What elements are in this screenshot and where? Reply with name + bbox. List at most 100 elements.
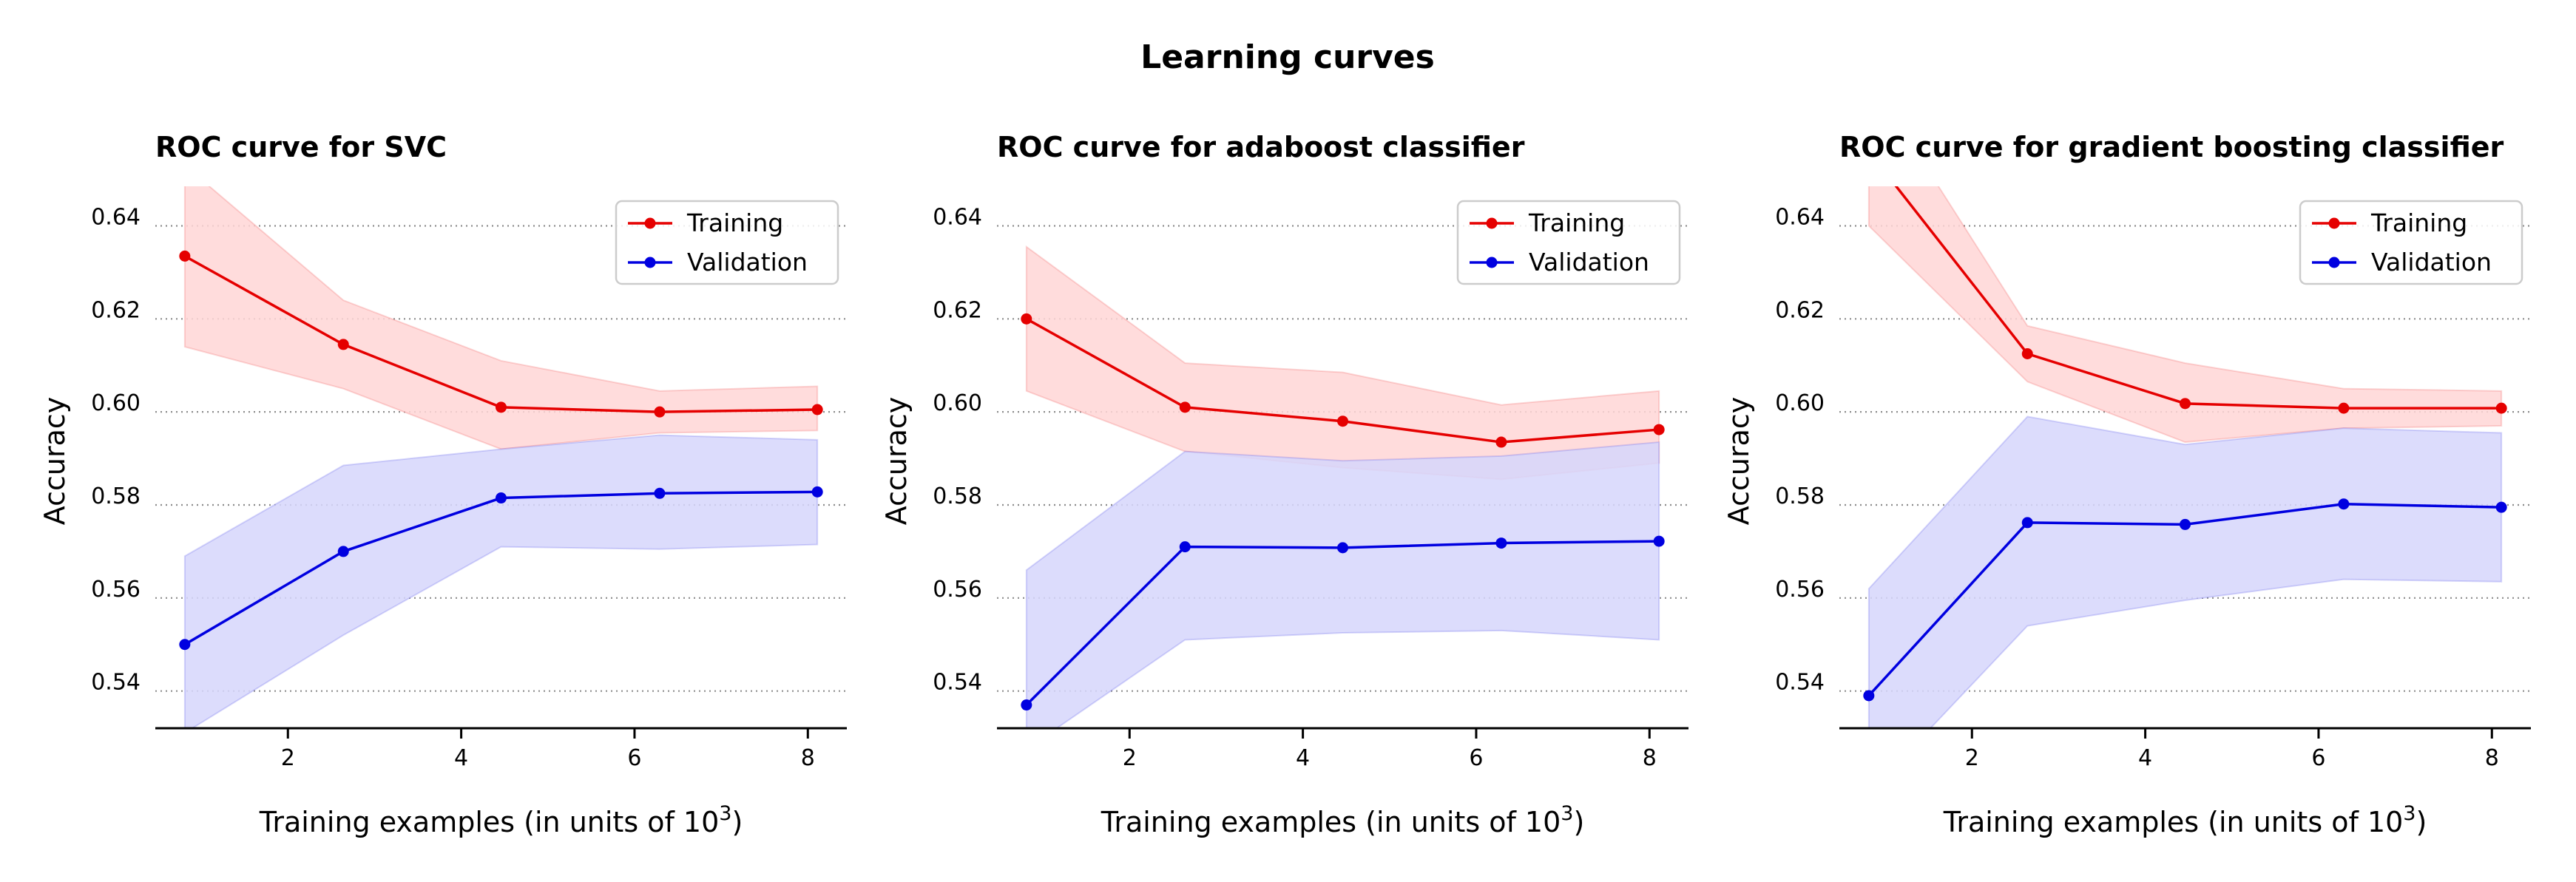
data-point-training bbox=[811, 404, 823, 415]
y-tick-label: 0.64 bbox=[1775, 204, 1825, 230]
x-axis-label-text: Training examples (in units of 10 bbox=[1101, 806, 1561, 838]
legend-label-validation: Validation bbox=[2371, 248, 2492, 277]
x-axis-label-exponent: 3 bbox=[719, 802, 731, 825]
legend-label-validation: Validation bbox=[687, 248, 808, 277]
data-point-validation bbox=[1179, 541, 1191, 553]
legend-label-training: Training bbox=[2370, 208, 2467, 237]
y-tick-label: 0.56 bbox=[1775, 577, 1825, 603]
data-point-validation bbox=[1863, 690, 1875, 702]
confidence-band-training bbox=[1867, 186, 2503, 444]
legend: Training Validation bbox=[615, 200, 839, 285]
y-tick-label: 0.64 bbox=[933, 204, 982, 230]
data-point-training bbox=[1021, 313, 1032, 325]
data-point-validation bbox=[1653, 535, 1665, 547]
x-tick-label: 8 bbox=[2485, 745, 2499, 771]
data-point-training bbox=[496, 401, 507, 413]
legend: Training Validation bbox=[2299, 200, 2523, 285]
y-tick-label: 0.58 bbox=[91, 484, 141, 509]
data-point-validation bbox=[2021, 517, 2033, 529]
legend-marker-training bbox=[644, 217, 656, 229]
x-axis-label-suffix: ) bbox=[731, 806, 743, 838]
y-tick-label: 0.60 bbox=[1775, 390, 1825, 416]
data-point-training bbox=[2495, 402, 2507, 414]
chart-title: ROC curve for gradient boosting classifi… bbox=[1839, 131, 2504, 163]
legend-marker-validation bbox=[1486, 257, 1498, 268]
confidence-band-training bbox=[183, 186, 819, 450]
x-tick-label: 8 bbox=[801, 745, 815, 771]
x-tick-label: 4 bbox=[1296, 745, 1310, 771]
data-point-training bbox=[654, 406, 666, 418]
data-point-validation bbox=[337, 546, 349, 557]
data-point-validation bbox=[811, 486, 823, 498]
y-tick-label: 0.56 bbox=[933, 577, 982, 603]
data-point-validation bbox=[2338, 498, 2350, 510]
confidence-band-validation bbox=[1867, 415, 2503, 728]
x-tick-label: 4 bbox=[2138, 745, 2152, 771]
data-point-validation bbox=[496, 492, 507, 504]
data-point-validation bbox=[179, 639, 191, 651]
data-point-training bbox=[1179, 401, 1191, 413]
legend-label-training: Training bbox=[686, 208, 783, 237]
x-axis-label: Training examples (in units of 103) bbox=[1943, 802, 2427, 838]
plot-area bbox=[1021, 245, 1665, 728]
x-axis-label: Training examples (in units of 103) bbox=[1101, 802, 1585, 838]
x-tick-label: 6 bbox=[627, 745, 641, 771]
data-point-validation bbox=[1021, 699, 1032, 711]
data-point-training bbox=[1495, 436, 1507, 448]
x-tick-label: 6 bbox=[2311, 745, 2325, 771]
x-axis-label-text: Training examples (in units of 10 bbox=[259, 806, 720, 838]
data-point-validation bbox=[2495, 501, 2507, 513]
data-point-validation bbox=[654, 487, 666, 499]
legend-marker-validation bbox=[2328, 257, 2340, 268]
plot-area bbox=[1863, 186, 2507, 728]
y-tick-label: 0.58 bbox=[933, 484, 982, 509]
data-point-validation bbox=[1337, 542, 1348, 554]
figure-title: Learning curves bbox=[1140, 38, 1435, 76]
x-axis-label-exponent: 3 bbox=[1561, 802, 1573, 825]
legend-marker-training bbox=[2328, 217, 2340, 229]
plot-area bbox=[179, 186, 823, 728]
y-axis-label: Accuracy bbox=[38, 397, 71, 526]
x-axis-label-text: Training examples (in units of 10 bbox=[1943, 806, 2404, 838]
y-axis-label: Accuracy bbox=[880, 397, 913, 526]
data-point-training bbox=[1653, 424, 1665, 435]
data-point-training bbox=[2021, 348, 2033, 360]
y-tick-label: 0.54 bbox=[1775, 670, 1825, 696]
x-tick-label: 2 bbox=[281, 745, 295, 771]
chart-panel-3: ROC curve for gradient boosting classifi… bbox=[1723, 131, 2531, 838]
legend-label-training: Training bbox=[1528, 208, 1625, 237]
x-axis-label-exponent: 3 bbox=[2403, 802, 2416, 825]
confidence-band-validation bbox=[183, 434, 819, 728]
y-tick-label: 0.64 bbox=[91, 204, 141, 230]
legend: Training Validation bbox=[1456, 200, 1681, 285]
x-axis-label-suffix: ) bbox=[2416, 806, 2427, 838]
chart-panel-1: ROC curve for SVC 0.54 0.56 0.58 0.60 0.62 0.6… bbox=[38, 131, 847, 838]
chart-title: ROC curve for adaboost classifier bbox=[997, 131, 1525, 163]
x-tick-label: 2 bbox=[1965, 745, 1979, 771]
data-point-training bbox=[337, 339, 349, 350]
y-tick-label: 0.54 bbox=[933, 670, 982, 696]
y-tick-label: 0.62 bbox=[933, 297, 982, 323]
x-tick-label: 4 bbox=[454, 745, 468, 771]
data-point-training bbox=[1337, 415, 1348, 427]
chart-panel-2: ROC curve for adaboost classifier 0.54 0.5… bbox=[880, 131, 1688, 838]
x-tick-label: 8 bbox=[1643, 745, 1657, 771]
x-axis-label-suffix: ) bbox=[1573, 806, 1584, 838]
x-tick-label: 6 bbox=[1469, 745, 1483, 771]
legend-marker-training bbox=[1486, 217, 1498, 229]
y-tick-label: 0.58 bbox=[1775, 484, 1825, 509]
y-tick-label: 0.56 bbox=[91, 577, 141, 603]
x-axis-label: Training examples (in units of 103) bbox=[259, 802, 743, 838]
data-point-training bbox=[2180, 398, 2191, 410]
data-point-validation bbox=[1495, 537, 1507, 549]
legend-label-validation: Validation bbox=[1529, 248, 1649, 277]
x-tick-label: 2 bbox=[1123, 745, 1137, 771]
y-tick-label: 0.62 bbox=[91, 297, 141, 323]
legend-marker-validation bbox=[644, 257, 656, 268]
y-tick-label: 0.60 bbox=[933, 390, 982, 416]
data-point-validation bbox=[2180, 518, 2191, 530]
y-tick-label: 0.54 bbox=[91, 670, 141, 696]
chart-title: ROC curve for SVC bbox=[155, 131, 447, 163]
y-axis-label: Accuracy bbox=[1723, 397, 1755, 526]
